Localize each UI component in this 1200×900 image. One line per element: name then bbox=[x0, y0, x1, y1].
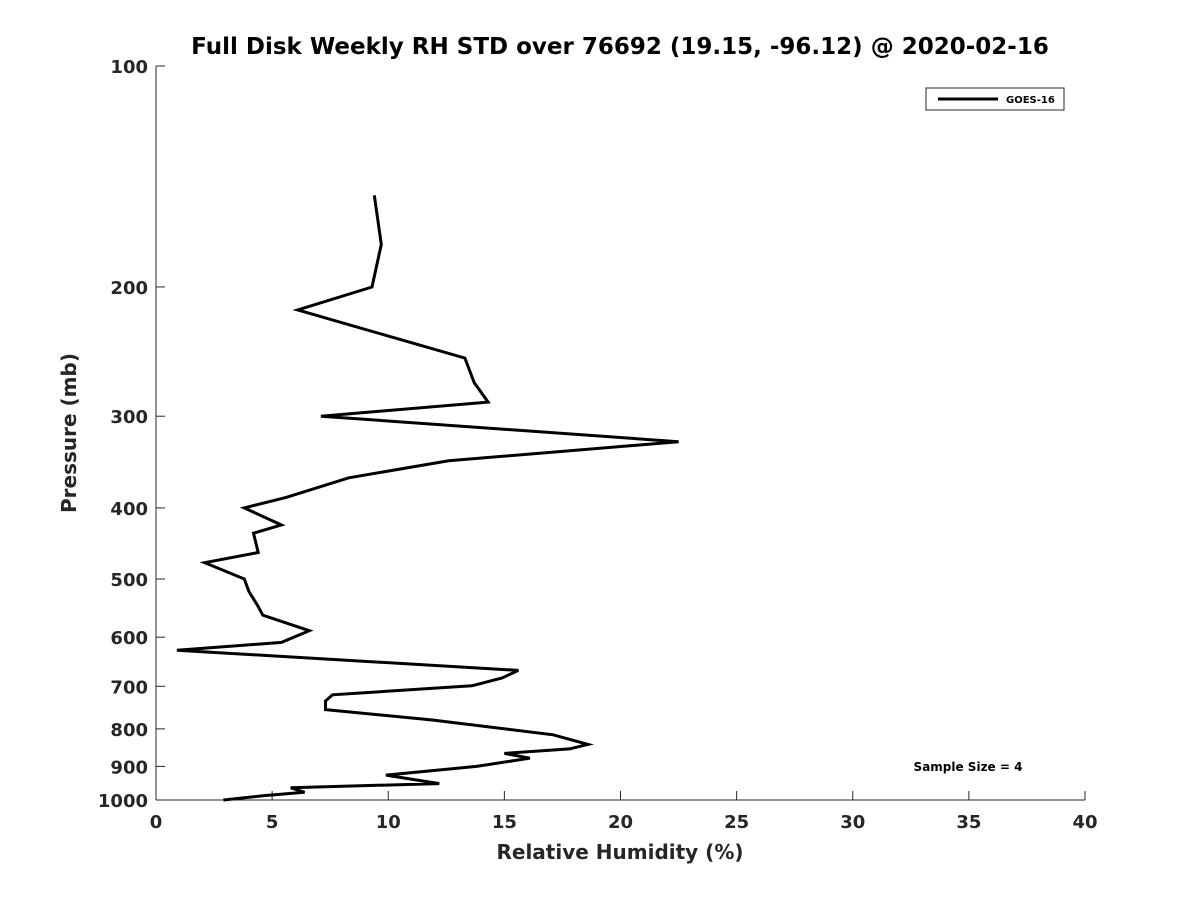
x-tick-label: 10 bbox=[376, 812, 401, 833]
x-tick-label: 40 bbox=[1072, 812, 1097, 833]
x-tick-label: 20 bbox=[608, 812, 633, 833]
y-tick-label: 500 bbox=[110, 570, 148, 591]
x-axis-label: Relative Humidity (%) bbox=[496, 840, 743, 864]
chart-title: Full Disk Weekly RH STD over 76692 (19.1… bbox=[191, 34, 1049, 60]
y-tick-label: 200 bbox=[110, 278, 148, 299]
plot-axes bbox=[155, 66, 1085, 801]
y-tick-label: 900 bbox=[110, 757, 148, 778]
sample-size-annotation: Sample Size = 4 bbox=[914, 760, 1023, 774]
y-tick-label: 800 bbox=[110, 720, 148, 741]
y-axis-ticks: 100 200 300 400 500 600 700 800 900 1000 bbox=[98, 57, 165, 812]
x-tick-label: 0 bbox=[150, 812, 163, 833]
x-tick-label: 30 bbox=[840, 812, 865, 833]
y-axis-label: Pressure (mb) bbox=[57, 353, 81, 513]
legend-label: GOES-16 bbox=[1006, 95, 1055, 106]
y-tick-label: 1000 bbox=[98, 791, 148, 812]
y-tick-label: 700 bbox=[110, 677, 148, 698]
y-tick-label: 600 bbox=[110, 628, 148, 649]
x-tick-label: 15 bbox=[492, 812, 517, 833]
series-group bbox=[176, 195, 679, 802]
x-axis-ticks: 0 5 10 15 20 25 30 35 40 bbox=[150, 791, 1098, 833]
y-tick-label: 300 bbox=[110, 407, 148, 428]
x-tick-label: 25 bbox=[724, 812, 749, 833]
series-line-goes-16 bbox=[176, 195, 679, 802]
y-tick-label: 100 bbox=[110, 57, 148, 78]
x-tick-label: 5 bbox=[266, 812, 279, 833]
x-tick-label: 35 bbox=[956, 812, 981, 833]
legend: GOES-16 bbox=[925, 87, 1065, 111]
y-tick-label: 400 bbox=[110, 499, 148, 520]
